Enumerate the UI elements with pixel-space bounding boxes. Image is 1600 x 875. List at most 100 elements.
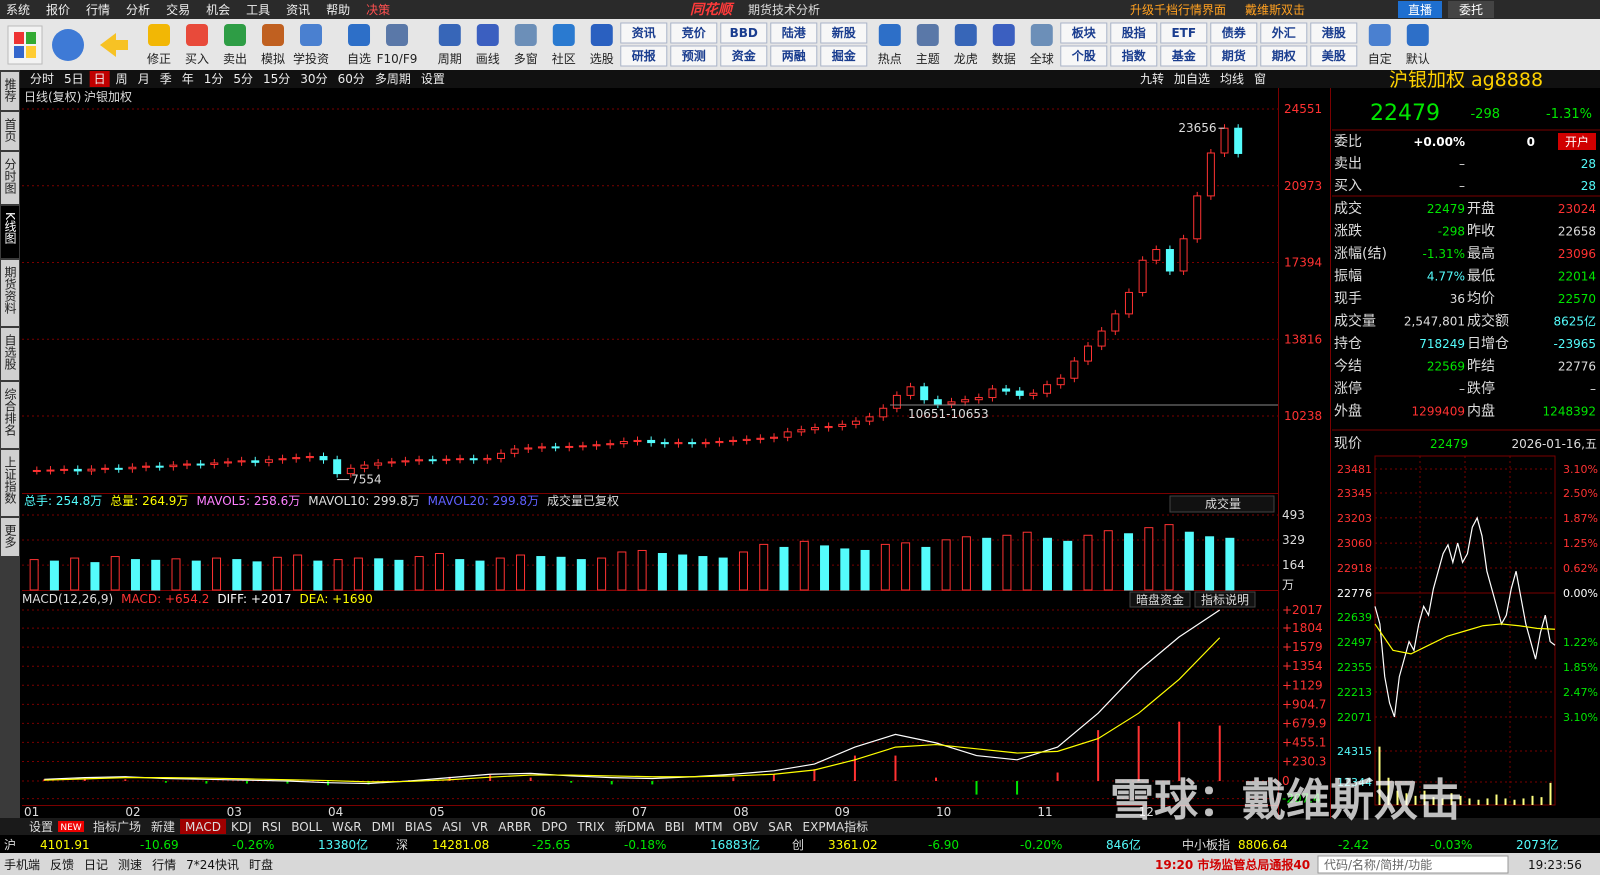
period-tool[interactable]: 九转 — [1140, 71, 1164, 86]
toolbar-icon[interactable] — [186, 24, 208, 46]
status-item[interactable]: 日记 — [84, 858, 108, 872]
indicator-tab[interactable]: 指标广场 — [93, 819, 141, 834]
toolbar-button[interactable] — [670, 22, 718, 44]
status-item[interactable]: 7*24快讯 — [186, 858, 239, 872]
indicator-tab[interactable]: BBI — [665, 820, 685, 834]
menu-item[interactable]: 工具 — [246, 3, 270, 17]
indicator-tab[interactable]: W&R — [332, 820, 362, 834]
period-tab[interactable]: 日 — [94, 72, 106, 86]
toolbar-icon[interactable] — [590, 24, 613, 46]
indicator-tab[interactable]: RSI — [262, 820, 282, 834]
upgrade-link[interactable]: 升级千档行情界面 — [1130, 3, 1226, 17]
sidebar-tab[interactable] — [1, 206, 19, 258]
toolbar-icon[interactable] — [386, 24, 409, 46]
logo-button[interactable] — [7, 25, 43, 65]
period-tab[interactable]: 60分 — [338, 72, 365, 86]
indicator-tab[interactable]: 新建 — [151, 819, 175, 834]
menu-item[interactable]: 决策 — [366, 3, 390, 17]
toolbar-button[interactable] — [1260, 22, 1308, 44]
toolbar-button[interactable] — [1060, 45, 1108, 67]
toolbar-icon[interactable] — [300, 24, 322, 46]
status-item[interactable]: 手机端 — [4, 858, 40, 872]
indicator-tab[interactable]: BOLL — [291, 820, 322, 834]
macd-button[interactable] — [1194, 591, 1256, 608]
toolbar-button[interactable] — [1110, 45, 1158, 67]
toolbar-icon[interactable] — [992, 24, 1015, 46]
period-tab[interactable]: 分时 — [30, 72, 54, 86]
toolbar-icon[interactable] — [514, 24, 537, 46]
volume-select[interactable] — [1169, 495, 1275, 513]
sidebar-tab[interactable] — [1, 72, 19, 110]
macd-button[interactable] — [1129, 591, 1191, 608]
toolbar-button[interactable] — [1160, 22, 1208, 44]
period-tab[interactable]: 5分 — [233, 72, 253, 86]
toolbar-button[interactable] — [670, 45, 718, 67]
toolbar-button[interactable] — [1110, 22, 1158, 44]
period-tab[interactable]: 设置 — [421, 72, 445, 86]
toolbar-icon[interactable] — [348, 24, 371, 46]
sidebar-tab[interactable] — [1, 152, 19, 204]
indicator-tab[interactable]: VR — [472, 820, 489, 834]
toolbar-button[interactable] — [820, 45, 868, 67]
indicator-tab[interactable]: KDJ — [231, 820, 252, 834]
toolbar-button[interactable] — [720, 22, 768, 44]
toolbar-icon[interactable] — [476, 24, 499, 46]
indicator-tab[interactable]: 新DMA — [615, 819, 656, 834]
period-tool[interactable]: 加自选 — [1174, 72, 1210, 86]
menu-item[interactable]: 帮助 — [326, 3, 350, 17]
order-button[interactable] — [1448, 1, 1494, 18]
ai-button[interactable] — [52, 29, 84, 61]
indicator-tab[interactable]: 设置 — [29, 820, 53, 834]
toolbar-button[interactable] — [1160, 45, 1208, 67]
period-tab[interactable]: 多周期 — [375, 72, 411, 86]
toolbar-button[interactable] — [1060, 22, 1108, 44]
sidebar-tab[interactable] — [1, 450, 19, 516]
indicator-tab[interactable]: BIAS — [405, 820, 433, 834]
period-tab[interactable]: 30分 — [300, 72, 327, 86]
menu-item[interactable]: 行情 — [86, 3, 110, 17]
period-tab[interactable]: 1分 — [204, 72, 224, 86]
toolbar-button[interactable] — [1210, 22, 1258, 44]
indicator-tab[interactable]: ASI — [442, 820, 461, 834]
search-box[interactable] — [1317, 855, 1509, 874]
menu-item[interactable]: 分析 — [126, 3, 150, 17]
toolbar-icon[interactable] — [1368, 24, 1391, 46]
toolbar-icon[interactable] — [148, 24, 170, 46]
live-button[interactable] — [1398, 1, 1442, 18]
status-item[interactable]: 反馈 — [50, 858, 74, 872]
indicator-tab[interactable]: DPO — [541, 820, 567, 834]
period-tool[interactable]: 均线 — [1220, 72, 1244, 86]
status-item[interactable]: 盯盘 — [249, 857, 273, 872]
toolbar-icon[interactable] — [1406, 24, 1429, 46]
period-tab[interactable]: 15分 — [263, 72, 290, 86]
toolbar-icon[interactable] — [878, 24, 901, 46]
toolbar-icon[interactable] — [552, 24, 575, 46]
toolbar-button[interactable] — [620, 45, 668, 67]
toolbar-button[interactable] — [770, 22, 818, 44]
status-item[interactable]: 行情 — [152, 858, 176, 872]
indicator-tab[interactable]: DMI — [372, 820, 395, 834]
toolbar-icon[interactable] — [262, 24, 284, 46]
menu-item[interactable]: 交易 — [166, 2, 190, 17]
indicator-tab[interactable]: EXPMA指标 — [803, 819, 869, 834]
toolbar-icon[interactable] — [916, 24, 939, 46]
indicator-tab[interactable]: TRIX — [576, 820, 604, 834]
menu-item[interactable]: 报价 — [46, 2, 70, 17]
period-tool[interactable]: 窗 — [1254, 72, 1266, 86]
toolbar-button[interactable] — [1310, 45, 1358, 67]
indicator-tab[interactable]: SAR — [768, 820, 792, 834]
toolbar-icon[interactable] — [1030, 24, 1053, 46]
sidebar-tab[interactable] — [1, 328, 19, 380]
period-tab[interactable]: 5日 — [64, 72, 84, 86]
toolbar-icon[interactable] — [954, 24, 977, 46]
back-button[interactable] — [100, 33, 128, 57]
sidebar-tab[interactable] — [1, 518, 19, 556]
period-tab[interactable]: 周 — [116, 72, 128, 86]
sidebar-tab[interactable] — [1, 382, 19, 448]
menu-item[interactable]: 资讯 — [286, 3, 310, 17]
period-tab[interactable]: 年 — [182, 72, 194, 86]
indicator-tab[interactable]: OBV — [733, 820, 759, 834]
toolbar-button[interactable] — [770, 45, 818, 67]
toolbar-button[interactable] — [620, 22, 668, 44]
status-item[interactable]: 测速 — [118, 858, 142, 872]
